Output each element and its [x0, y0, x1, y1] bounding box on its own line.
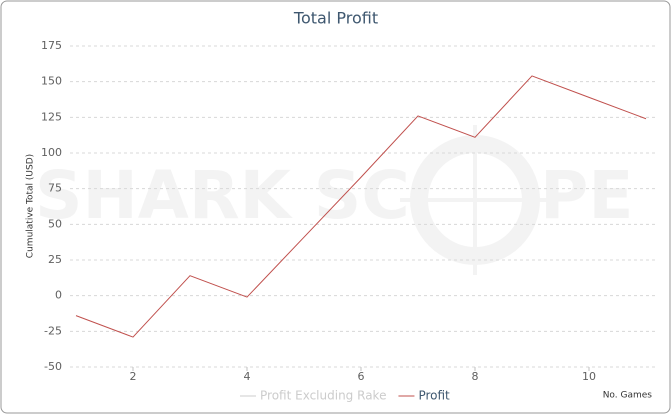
series-line: [75, 75, 647, 338]
x-tick-label: 4: [244, 370, 251, 383]
chart-title: Total Profit: [293, 9, 378, 28]
y-tick-label: 25: [48, 253, 62, 266]
legend-label: Profit: [418, 389, 450, 403]
legend-label: Profit Excluding Rake: [260, 389, 386, 403]
watermark-text: PE: [540, 157, 633, 234]
y-tick-label: 75: [48, 182, 62, 195]
x-tick-label: 8: [472, 370, 479, 383]
y-axis-label: Cumulative Total (USD): [26, 154, 36, 258]
y-tick-label: 0: [55, 289, 62, 302]
y-tick-label: 150: [41, 75, 62, 88]
y-tick-label: 125: [41, 110, 62, 123]
y-tick-label: -50: [44, 360, 62, 373]
x-tick-label: 10: [582, 370, 596, 383]
y-tick-label: 50: [48, 217, 62, 230]
y-tick-label: 100: [41, 146, 62, 159]
x-tick-label: 2: [130, 370, 137, 383]
watermark-text: SHARK SC: [35, 157, 410, 234]
y-tick-label: 175: [41, 39, 62, 52]
y-tick-label: -25: [44, 324, 62, 337]
x-axis-label: No. Games: [603, 391, 653, 401]
x-tick-label: 6: [358, 370, 365, 383]
watermark: SHARK SC PE: [35, 125, 633, 275]
